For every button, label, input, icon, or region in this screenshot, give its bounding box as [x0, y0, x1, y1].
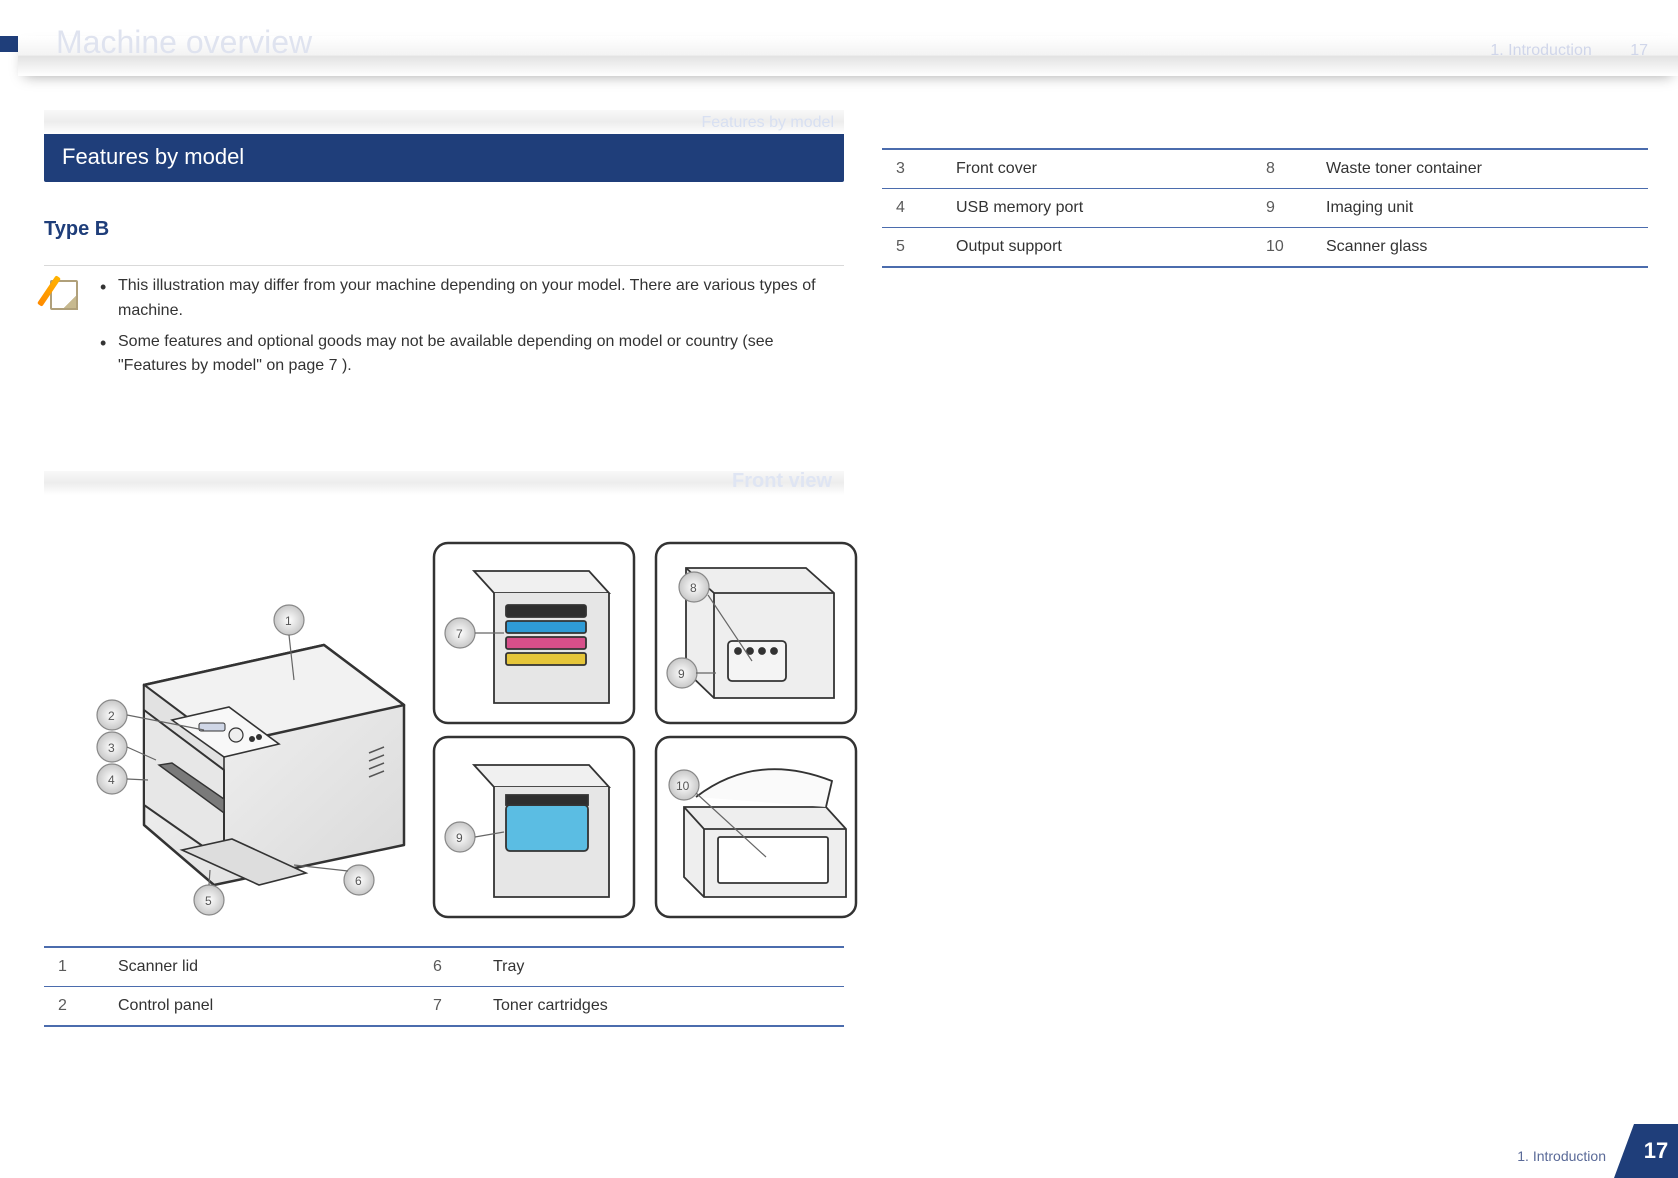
table-cell-num: 8: [1252, 149, 1312, 189]
header-meta: 1. Introduction 17: [1456, 42, 1648, 60]
parts-table-left: 1 Scanner lid 6 Tray 2 Control panel 7 T…: [44, 946, 844, 1027]
features-banner: Features by model: [44, 134, 844, 182]
note-item: This illustration may differ from your m…: [100, 274, 844, 324]
table-cell-num: 9: [1252, 189, 1312, 228]
table-cell-num: 4: [882, 189, 942, 228]
svg-text:3: 3: [108, 741, 115, 755]
left-column: Features by model Features by model Type…: [44, 110, 844, 1027]
printer-illustration: 1 2 3 4: [64, 525, 864, 919]
header-chapter: 1. Introduction: [1490, 42, 1591, 60]
table-cell-num: 3: [882, 149, 942, 189]
right-column: 3 Front cover 8 Waste toner container 4 …: [882, 126, 1648, 268]
svg-text:8: 8: [690, 581, 697, 595]
footer-chapter: 1. Introduction: [1517, 1148, 1606, 1164]
table-cell-label: Control panel: [104, 987, 419, 1027]
page-number: 17: [1644, 1138, 1668, 1164]
type-heading: Type B: [44, 218, 844, 241]
table-cell-num: 2: [44, 987, 104, 1027]
note-item: Some features and optional goods may not…: [100, 330, 844, 380]
table-cell-label: Output support: [942, 228, 1252, 268]
table-cell-num: 10: [1252, 228, 1312, 268]
front-view-heading: Front view: [44, 471, 844, 495]
illustration-area: 1 2 3 4: [64, 525, 844, 924]
table-cell-label: Toner cartridges: [479, 987, 844, 1027]
svg-text:7: 7: [456, 627, 463, 641]
svg-text:10: 10: [676, 779, 690, 793]
page-number-corner: 17: [1634, 1124, 1678, 1178]
table-cell-label: Imaging unit: [1312, 189, 1648, 228]
table-cell-num: 1: [44, 947, 104, 987]
header-accent: [0, 36, 18, 52]
features-shadow-text: Features by model: [701, 114, 834, 132]
svg-text:4: 4: [108, 773, 115, 787]
page-title: Machine overview: [56, 24, 312, 61]
svg-text:9: 9: [456, 831, 463, 845]
table-cell-num: 6: [419, 947, 479, 987]
note-icon: [44, 274, 84, 314]
table-cell-label: Scanner lid: [104, 947, 419, 987]
note-callout: This illustration may differ from your m…: [44, 265, 844, 393]
front-view-shadow: Front view: [732, 470, 832, 493]
page-header: Machine overview 1. Introduction 17: [0, 0, 1678, 76]
table-cell-label: USB memory port: [942, 189, 1252, 228]
parts-table-right: 3 Front cover 8 Waste toner container 4 …: [882, 148, 1648, 268]
svg-text:5: 5: [205, 894, 212, 908]
features-banner-title: Features by model: [62, 144, 244, 169]
table-cell-num: 5: [882, 228, 942, 268]
table-cell-num: 7: [419, 987, 479, 1027]
svg-text:1: 1: [285, 614, 292, 628]
svg-text:6: 6: [355, 874, 362, 888]
table-cell-label: Tray: [479, 947, 844, 987]
header-page-number: 17: [1630, 42, 1648, 60]
table-cell-label: Front cover: [942, 149, 1252, 189]
table-cell-label: Waste toner container: [1312, 149, 1648, 189]
svg-text:9: 9: [678, 667, 685, 681]
features-shadow: Features by model: [44, 110, 844, 134]
table-cell-label: Scanner glass: [1312, 228, 1648, 268]
svg-text:2: 2: [108, 709, 115, 723]
note-list: This illustration may differ from your m…: [100, 274, 844, 385]
